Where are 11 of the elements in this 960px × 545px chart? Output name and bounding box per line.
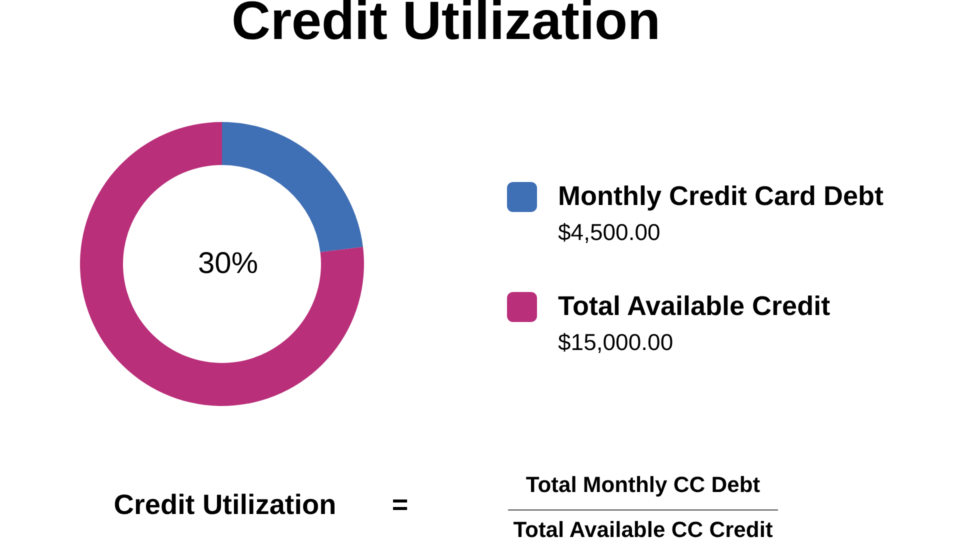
donut-slice	[222, 122, 363, 252]
text: Credit Utilization	[114, 489, 336, 520]
text: =	[392, 489, 408, 520]
donut-slice	[80, 122, 364, 406]
data-label: $15,000.00	[558, 329, 674, 355]
text: 30%	[198, 247, 258, 280]
text: Total Monthly CC Debt	[526, 472, 761, 497]
legend-label: Monthly Credit Card Debt	[558, 181, 884, 211]
data-label: $4,500.00	[558, 219, 660, 245]
text: Total Available CC Credit	[513, 517, 774, 542]
legend-label: Total Available Credit	[558, 291, 830, 321]
